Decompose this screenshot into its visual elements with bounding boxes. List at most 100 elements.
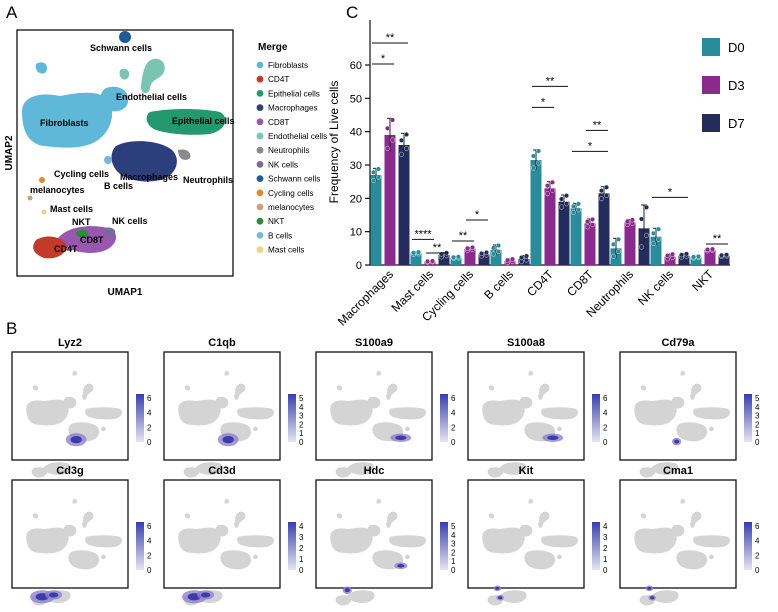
legend-label: NK cells — [268, 160, 298, 169]
data-point — [604, 184, 610, 190]
feature-umap — [26, 499, 122, 606]
expression-core — [498, 596, 503, 600]
umap-cluster — [178, 399, 221, 426]
bar — [598, 193, 610, 265]
scale-label: 0 — [755, 438, 760, 447]
data-point — [644, 232, 650, 238]
cluster-nkt — [76, 229, 89, 239]
y-tick-label: 0 — [356, 260, 362, 272]
legend-swatch — [256, 246, 264, 254]
data-point — [505, 257, 511, 263]
scale-label: 1 — [451, 557, 456, 566]
scale-label: 0 — [755, 566, 760, 575]
legend-swatch — [256, 203, 264, 211]
umap-cluster — [68, 550, 100, 570]
label-macrophages: Macrophages — [120, 172, 178, 182]
label-cycling-cells: Cycling cells — [54, 169, 109, 179]
panel-c-label: C — [346, 3, 358, 22]
umap-cluster — [640, 385, 647, 391]
scale-label: 6 — [147, 394, 152, 403]
significance-label: * — [475, 209, 480, 221]
data-point — [616, 248, 622, 254]
data-point — [665, 253, 671, 259]
significance-label: ** — [386, 32, 395, 44]
bar — [370, 175, 382, 265]
cluster-fibroblasts-small — [35, 62, 48, 74]
significance-label: ** — [433, 242, 442, 254]
gene-title: Cd3g — [56, 465, 84, 477]
data-point — [639, 244, 645, 250]
feature-plots: Lyz26420C1qb543210S100a96420S100a86420Cd… — [11, 337, 760, 606]
umap-cluster — [671, 396, 685, 409]
feature-plot-cma1: Cma1 6 4 2 0 — [619, 465, 760, 606]
umap-cluster — [236, 407, 274, 420]
bar — [544, 188, 556, 265]
scale-label: 0 — [147, 566, 152, 575]
data-point — [524, 253, 530, 259]
scale-label: 5 — [755, 394, 760, 403]
gene-title: Cd79a — [661, 337, 695, 349]
bar — [718, 255, 730, 265]
scale-label: 2 — [147, 551, 152, 560]
feature-plot-lyz2: Lyz2 6 4 2 0 — [11, 337, 152, 478]
data-point — [656, 236, 662, 242]
umap-cluster — [376, 499, 382, 504]
color-scale — [744, 394, 752, 442]
scale-label: 3 — [451, 540, 456, 549]
data-point — [670, 251, 676, 257]
data-point — [719, 252, 725, 258]
expression-core — [495, 586, 500, 590]
color-scale — [136, 522, 144, 570]
gene-title: Cma1 — [663, 465, 693, 477]
bar — [410, 253, 422, 265]
legend-swatch-d7 — [702, 114, 720, 132]
legend-swatch — [256, 75, 264, 83]
category-label: CD8T — [564, 267, 597, 300]
legend-label: Fibroblasts — [268, 61, 308, 70]
data-point — [385, 125, 391, 131]
legend-swatch — [256, 104, 264, 111]
umap-cluster — [220, 550, 252, 570]
umap-cluster — [538, 511, 550, 528]
bar — [704, 250, 716, 265]
umap-cluster — [690, 511, 702, 528]
label-cd4t: CD4T — [54, 244, 78, 254]
data-point — [390, 117, 396, 123]
category-label: NKT — [689, 267, 716, 294]
scale-label: 4 — [603, 409, 608, 418]
umap-cluster — [346, 462, 375, 475]
gene-title: Lyz2 — [58, 337, 82, 349]
cluster-epithelial-cells — [146, 109, 226, 135]
gene-title: C1qb — [208, 337, 236, 349]
bar — [424, 261, 436, 265]
legend-swatch — [256, 161, 264, 168]
bar — [678, 255, 690, 265]
scale-label: 0 — [603, 438, 608, 447]
umap-cluster — [690, 383, 702, 400]
feature-plot-cd3g: Cd3g 6 4 2 0 — [11, 465, 152, 606]
legend-label: NKT — [268, 217, 284, 226]
data-point — [491, 251, 497, 257]
umap-cluster — [184, 513, 191, 519]
legend-label: Macrophages — [268, 104, 318, 113]
umap-cluster — [84, 407, 122, 420]
umap-cluster — [26, 527, 69, 554]
feature-umap — [330, 371, 426, 478]
expression-core — [547, 435, 559, 441]
feature-plot-kit: Kit 4 3 2 1 0 — [467, 465, 608, 606]
bar — [570, 208, 582, 265]
data-point — [616, 236, 622, 242]
umap-cluster — [253, 554, 258, 560]
label-mast-cells: Mast cells — [50, 204, 93, 214]
umap-cluster — [388, 407, 426, 420]
cluster-schwann-cells — [119, 31, 131, 43]
data-point — [404, 131, 410, 137]
bar — [664, 256, 676, 265]
cluster-macrophages — [111, 141, 177, 182]
color-scale — [288, 394, 296, 442]
data-point — [496, 248, 502, 254]
scale-label: 4 — [147, 409, 152, 418]
data-point — [484, 250, 490, 256]
scale-label: 4 — [299, 403, 304, 412]
